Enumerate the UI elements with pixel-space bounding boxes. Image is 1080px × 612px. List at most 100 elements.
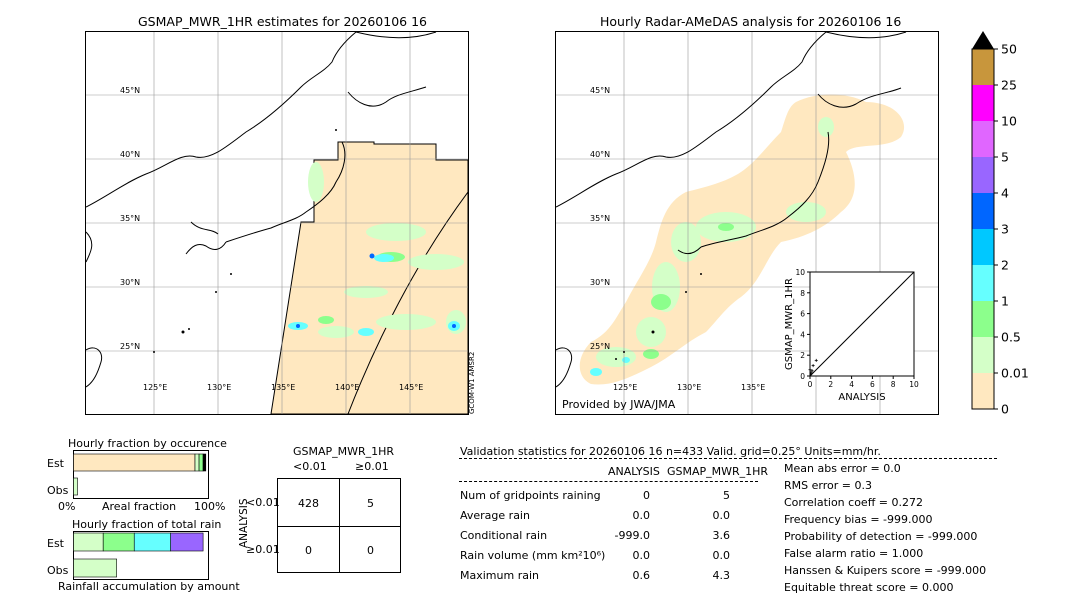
scatter-y-tick-label: 4 <box>800 330 805 339</box>
scatter-x-tick-label: 10 <box>909 380 919 389</box>
colorbar-label: 5 <box>1001 150 1009 165</box>
right-map-canvas: 45°N 40°N 35°N 30°N 25°N 125°E 130°E 135… <box>556 32 938 414</box>
right-lon-label-125: 125°E <box>613 383 637 392</box>
occurrence-bars <box>73 453 207 496</box>
colorbar-label: 4 <box>1001 186 1009 201</box>
score-hk: Hanssen & Kuipers score = -999.000 <box>784 564 987 577</box>
occurrence-label-obs: Obs <box>47 484 69 497</box>
left-lon-label-130: 130°E <box>207 383 231 392</box>
colorbar-label: 0.5 <box>1001 330 1021 345</box>
occurrence-x-tick-0: 0% <box>58 500 76 513</box>
stats-row-gsmap: 3.6 <box>712 529 731 542</box>
stats-col-analysis: ANALYSIS <box>608 465 660 478</box>
stats-row-analysis: 0.6 <box>632 569 651 582</box>
stats-row-gsmap: 5 <box>723 489 730 502</box>
scatter-point <box>808 368 812 372</box>
scatter-y-ticks: 0 2 4 6 8 10 <box>795 268 810 381</box>
score-far: False alarm ratio = 1.000 <box>784 547 924 560</box>
left-map-canvas: 45°N 40°N 35°N 30°N 25°N 125°E 130°E 135… <box>86 32 468 414</box>
rain-fraction-label-est: Est <box>47 537 64 550</box>
rain-fraction-bar-segment <box>102 532 135 552</box>
scatter-x-tick-label: 0 <box>808 380 813 389</box>
right-lat-label-45: 45°N <box>590 86 610 95</box>
scatter-x-tick-label: 6 <box>870 380 875 389</box>
colorbar-cell <box>972 121 994 157</box>
rain-fraction-title: Hourly fraction of total rain <box>72 518 222 531</box>
right-lat-label-40: 40°N <box>590 150 610 159</box>
colorbar-cell <box>972 229 994 265</box>
occurrence-bar-segment <box>198 453 204 472</box>
rain-fraction-label-obs: Obs <box>47 564 69 577</box>
stats-row-label: Maximum rain <box>460 569 539 582</box>
occurrence-bar-segment <box>194 453 200 472</box>
colorbar-label: 0.01 <box>1001 366 1029 381</box>
colorbar-labels: 50 25 10 5 4 3 2 1 0.5 0.01 0 <box>994 42 1029 417</box>
scatter-y-tick-label: 0 <box>800 372 805 381</box>
right-lon-label-130: 130°E <box>677 383 701 392</box>
score-correlation: Correlation coeff = 0.272 <box>784 496 923 509</box>
occurrence-bar-segment <box>202 453 207 472</box>
stats-row-label: Num of gridpoints raining <box>460 489 601 502</box>
left-lat-label-35: 35°N <box>120 214 140 223</box>
colorbar-label: 2 <box>1001 258 1009 273</box>
contingency-title: GSMAP_MWR_1HR <box>293 445 395 458</box>
colorbar-cell <box>972 373 994 409</box>
colorbar-cell <box>972 193 994 229</box>
stats-col-gsmap: GSMAP_MWR_1HR <box>667 465 769 478</box>
contingency-cell-a: 428 <box>298 497 319 510</box>
provider-credit: Provided by JWA/JMA <box>562 398 676 411</box>
colorbar-cells <box>971 48 995 410</box>
colorbar: 50 25 10 5 4 3 2 1 0.5 0.01 0 <box>971 30 1041 417</box>
colorbar-cell <box>972 85 994 121</box>
stats-row-analysis: 0 <box>643 489 650 502</box>
stats-row-label: Rain volume (mm km²10⁶) <box>460 549 606 562</box>
colorbar-cell <box>972 49 994 85</box>
contingency-table: 428 5 0 0 <box>277 478 401 573</box>
left-lon-label-140: 140°E <box>335 383 359 392</box>
scatter-x-tick-label: 8 <box>891 380 896 389</box>
rain-fraction-bar-segment <box>133 532 172 552</box>
stats-row-analysis: -999.0 <box>614 529 650 542</box>
contingency-row-header-2: ≥0.01 <box>246 543 280 556</box>
colorbar-extend-arrow <box>972 31 994 49</box>
colorbar-cell <box>972 157 994 193</box>
contingency-cell-b: 5 <box>367 497 374 510</box>
colorbar-label: 50 <box>1001 42 1017 57</box>
scatter-y-label: GSMAP_MWR_1HR <box>784 278 795 370</box>
stats-header: Validation statistics for 20260106 16 n=… <box>460 445 881 458</box>
stats-header-divider <box>459 458 997 459</box>
scatter-x-tick-label: 2 <box>828 380 833 389</box>
rain-fraction-chart <box>73 531 209 580</box>
colorbar-label: 3 <box>1001 222 1009 237</box>
contingency-col-header-1: <0.01 <box>293 460 327 473</box>
colorbar-label: 0 <box>1001 402 1009 415</box>
contingency-cell-c: 0 <box>305 544 312 557</box>
scatter-diagonal <box>809 271 915 377</box>
colorbar-canvas: 50 25 10 5 4 3 2 1 0.5 0.01 0 <box>971 31 1029 417</box>
score-rms-error: RMS error = 0.3 <box>784 479 872 492</box>
right-map-title: Hourly Radar-AMeDAS analysis for 2026010… <box>600 14 902 29</box>
left-map-rain-region <box>270 141 468 414</box>
stats-row-analysis: 0.0 <box>632 549 651 562</box>
scatter-y-tick-label: 8 <box>800 289 805 298</box>
left-lat-label-40: 40°N <box>120 150 140 159</box>
score-frequency-bias: Frequency bias = -999.000 <box>784 513 933 526</box>
rain-fraction-x-label: Rainfall accumulation by amount <box>58 580 240 593</box>
left-lat-label-45: 45°N <box>120 86 140 95</box>
right-lat-label-30: 30°N <box>590 278 610 287</box>
right-map-coastline <box>556 32 907 388</box>
right-lat-label-25: 25°N <box>590 342 610 351</box>
scatter-y-tick-label: 6 <box>800 310 805 319</box>
occurrence-chart <box>73 450 209 499</box>
contingency-col-header-2: ≥0.01 <box>355 460 389 473</box>
stats-col-divider <box>459 481 758 482</box>
left-lat-label-30: 30°N <box>120 278 140 287</box>
rain-fraction-bar-segment <box>73 532 104 552</box>
scatter-point <box>811 364 815 368</box>
left-map-light-rain <box>308 162 466 338</box>
stats-row-label: Conditional rain <box>460 529 548 542</box>
scatter-x-ticks: 0 2 4 6 8 10 <box>808 376 919 389</box>
colorbar-cell <box>972 337 994 373</box>
left-map: 45°N 40°N 35°N 30°N 25°N 125°E 130°E 135… <box>85 31 469 415</box>
left-lat-label-25: 25°N <box>120 342 140 351</box>
